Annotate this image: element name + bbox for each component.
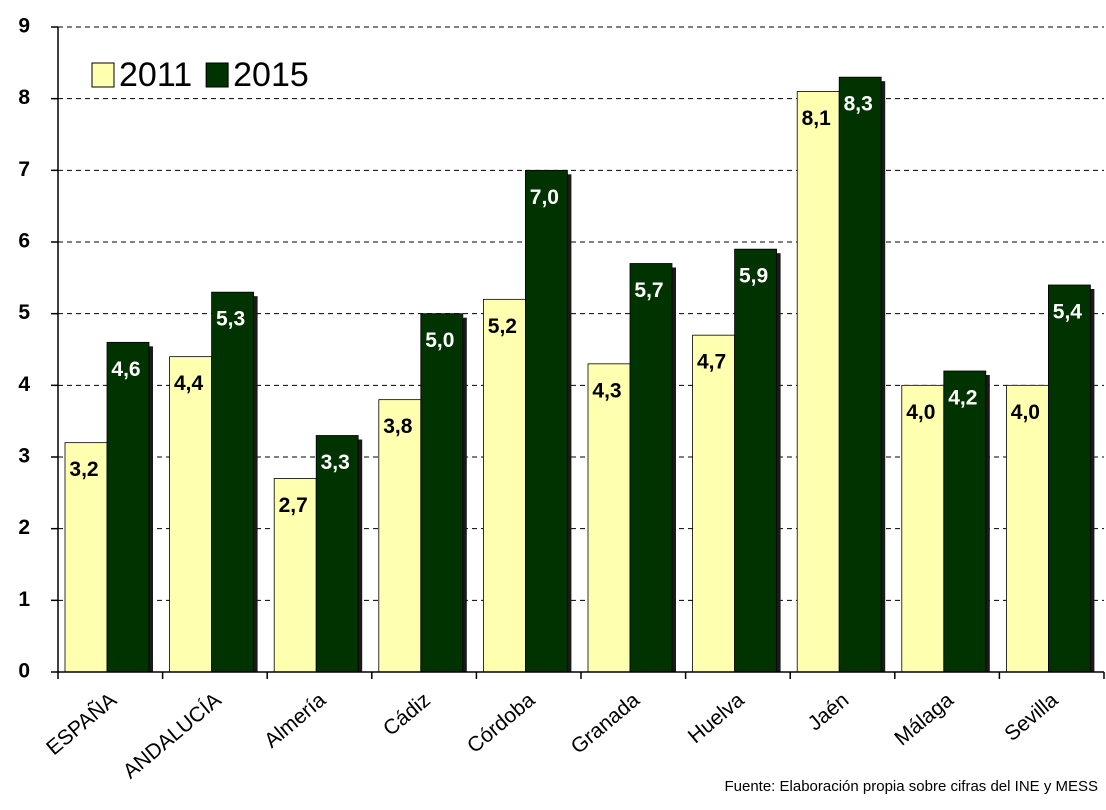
y-tick-label: 0 — [18, 660, 30, 683]
bar — [525, 169, 568, 673]
y-tick-label: 3 — [18, 445, 30, 468]
value-label: 4,3 — [592, 379, 621, 402]
value-label: 3,2 — [69, 458, 98, 481]
y-tick-label: 1 — [18, 588, 30, 611]
value-label: 8,3 — [844, 93, 873, 116]
y-tick-label: 6 — [18, 230, 30, 253]
value-label: 4,0 — [1011, 401, 1040, 424]
y-tick-label: 9 — [18, 15, 30, 38]
bar — [587, 363, 631, 673]
bar — [838, 76, 882, 673]
bar — [211, 291, 255, 673]
x-tick-label: Cádiz — [379, 688, 435, 740]
bar — [734, 248, 777, 673]
bar — [943, 370, 987, 673]
y-tick-label: 7 — [18, 158, 30, 181]
bar — [169, 356, 213, 673]
value-label: 5,0 — [425, 329, 454, 352]
value-label: 2,7 — [279, 494, 308, 517]
value-label: 7,0 — [530, 186, 559, 209]
value-label: 5,2 — [488, 315, 517, 338]
y-tick-label: 5 — [18, 301, 30, 324]
x-tick-label: Córdoba — [463, 688, 540, 758]
legend-swatch — [91, 62, 115, 88]
x-tick-label: ESPAÑA — [42, 688, 122, 760]
value-label: 4,7 — [697, 351, 726, 374]
value-label: 4,6 — [111, 358, 140, 381]
bar — [378, 399, 422, 673]
bar — [629, 263, 673, 673]
bar — [64, 442, 108, 673]
value-label: 4,2 — [948, 387, 977, 410]
value-label: 3,3 — [321, 451, 350, 474]
y-tick-label: 8 — [18, 86, 30, 109]
y-tick-label: 2 — [18, 516, 30, 539]
x-tick-label: Málaga — [890, 688, 958, 750]
bar — [106, 341, 150, 673]
x-tick-label: Almería — [260, 688, 330, 752]
legend-swatch — [205, 62, 229, 88]
x-tick-label: Granada — [567, 688, 645, 758]
x-tick-label: Huelva — [684, 688, 749, 748]
bar — [796, 91, 840, 673]
value-label: 5,4 — [1053, 301, 1083, 324]
bar — [692, 334, 735, 673]
x-tick-label: ANDALUCÍA — [119, 688, 226, 783]
value-label: 8,1 — [802, 107, 832, 130]
value-label: 4,0 — [906, 401, 935, 424]
value-label: 4,4 — [174, 372, 204, 395]
legend-label: 2011 — [119, 56, 192, 94]
bar — [1048, 284, 1091, 673]
bar — [1006, 384, 1049, 673]
bar — [482, 298, 526, 673]
bar — [901, 384, 945, 673]
y-tick-label: 4 — [18, 373, 30, 396]
bar — [420, 313, 464, 673]
legend-label: 2015 — [233, 56, 309, 94]
value-label: 5,3 — [216, 308, 245, 331]
x-tick-label: Sevilla — [1000, 688, 1062, 746]
x-tick-label: Jaén — [804, 688, 854, 735]
value-label: 5,9 — [739, 265, 768, 288]
value-label: 3,8 — [383, 415, 413, 438]
value-label: 5,7 — [634, 279, 663, 302]
source-note: Fuente: Elaboración propia sobre cifras … — [724, 778, 1098, 795]
